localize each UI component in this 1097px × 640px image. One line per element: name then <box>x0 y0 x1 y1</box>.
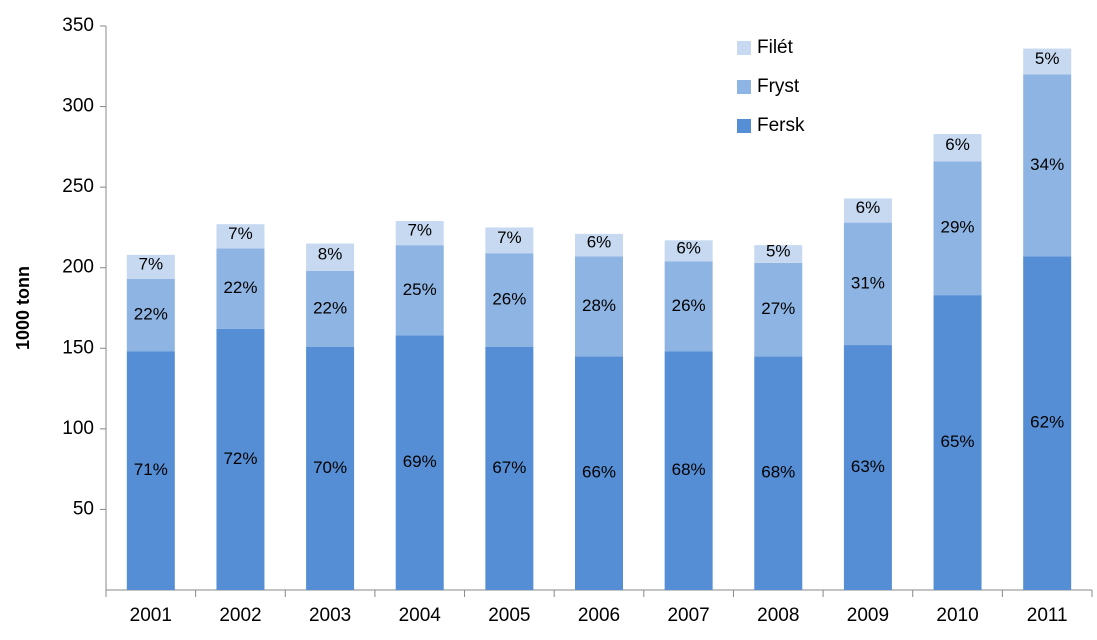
bar-segment <box>485 253 534 347</box>
bar-segment <box>395 335 444 590</box>
legend-label: Fersk <box>757 115 805 136</box>
bar-segment <box>126 278 175 352</box>
bar-segment <box>216 224 265 249</box>
data-label: 28% <box>582 296 616 315</box>
data-label: 7% <box>407 221 432 240</box>
bar-segment <box>1023 256 1072 590</box>
data-label: 22% <box>134 305 168 324</box>
data-label: 7% <box>497 228 522 247</box>
bar-segment <box>216 328 265 590</box>
bar-segment <box>306 243 355 271</box>
x-tick-label: 2004 <box>399 605 442 626</box>
x-tick-label: 2006 <box>578 605 620 626</box>
bar-segment <box>395 245 444 336</box>
x-tick-label: 2005 <box>488 605 530 626</box>
y-tick-label: 100 <box>62 418 94 439</box>
bar-segment <box>1023 48 1072 75</box>
bar-segment <box>754 245 803 263</box>
x-tick-label: 2003 <box>309 605 351 626</box>
data-label: 68% <box>672 460 706 479</box>
data-label: 6% <box>856 198 881 217</box>
y-tick-label: 350 <box>62 15 94 36</box>
data-label: 6% <box>676 238 701 257</box>
bar-segment <box>754 262 803 357</box>
data-label: 62% <box>1030 413 1064 432</box>
bar-segment <box>664 351 713 590</box>
x-tick-label: 2008 <box>757 605 799 626</box>
data-label: 29% <box>941 218 975 237</box>
y-tick-label: 300 <box>62 96 94 117</box>
y-axis-title: 1000 tonn <box>13 266 33 350</box>
legend-swatch <box>737 41 751 55</box>
y-tick-label: 50 <box>73 498 94 519</box>
data-label: 72% <box>223 449 257 468</box>
data-label: 26% <box>492 289 526 308</box>
x-tick-label: 2001 <box>130 605 172 626</box>
bar-segment <box>575 233 623 257</box>
legend-swatch <box>737 80 751 94</box>
x-tick-label: 2007 <box>667 605 709 626</box>
data-label: 27% <box>761 299 795 318</box>
bar-segment <box>575 256 623 357</box>
bar-segment <box>933 133 982 162</box>
data-label: 22% <box>313 298 347 317</box>
y-tick-label: 250 <box>62 176 94 197</box>
data-label: 68% <box>761 463 795 482</box>
data-label: 63% <box>851 457 885 476</box>
bar-segment <box>933 295 982 590</box>
data-label: 31% <box>851 273 885 292</box>
legend-swatch <box>737 119 751 133</box>
data-label: 65% <box>941 432 975 451</box>
bar-segment <box>843 198 892 223</box>
data-label: 67% <box>492 458 526 477</box>
bar-segment <box>933 161 982 296</box>
x-tick-label: 2009 <box>847 605 889 626</box>
data-label: 71% <box>134 460 168 479</box>
bar-segment <box>306 270 355 347</box>
y-tick-label: 150 <box>62 337 94 358</box>
data-label: 66% <box>582 463 616 482</box>
legend-label: Filét <box>757 37 794 58</box>
data-label: 5% <box>1035 49 1060 68</box>
data-label: 25% <box>403 280 437 299</box>
data-label: 7% <box>139 254 164 273</box>
bar-segment <box>1023 74 1072 257</box>
data-label: 70% <box>313 458 347 477</box>
data-label: 22% <box>223 278 257 297</box>
bar-segment <box>395 220 444 246</box>
bar-segment <box>664 261 713 352</box>
legend-label: Fryst <box>757 76 800 97</box>
bar-segment <box>306 346 355 590</box>
bar-segment <box>485 227 534 254</box>
data-label: 6% <box>587 233 612 252</box>
data-label: 5% <box>766 242 791 261</box>
bar-segment <box>126 351 175 590</box>
data-label: 7% <box>228 224 253 243</box>
bar-segment <box>843 345 892 590</box>
bar-segment <box>216 248 265 329</box>
data-label: 6% <box>945 135 970 154</box>
data-label: 34% <box>1030 155 1064 174</box>
bar-segment <box>575 356 623 590</box>
y-tick-label: 200 <box>62 257 94 278</box>
data-label: 8% <box>318 245 343 264</box>
data-label: 69% <box>403 452 437 471</box>
bar-segment <box>843 222 892 346</box>
bar-segment <box>485 346 534 590</box>
bar-segment <box>754 356 803 590</box>
bar-segment <box>126 254 175 279</box>
x-tick-label: 2011 <box>1027 605 1068 626</box>
x-tick-label: 2002 <box>219 605 261 626</box>
bar-segment <box>664 240 713 262</box>
x-tick-label: 2010 <box>936 605 978 626</box>
data-label: 26% <box>672 296 706 315</box>
